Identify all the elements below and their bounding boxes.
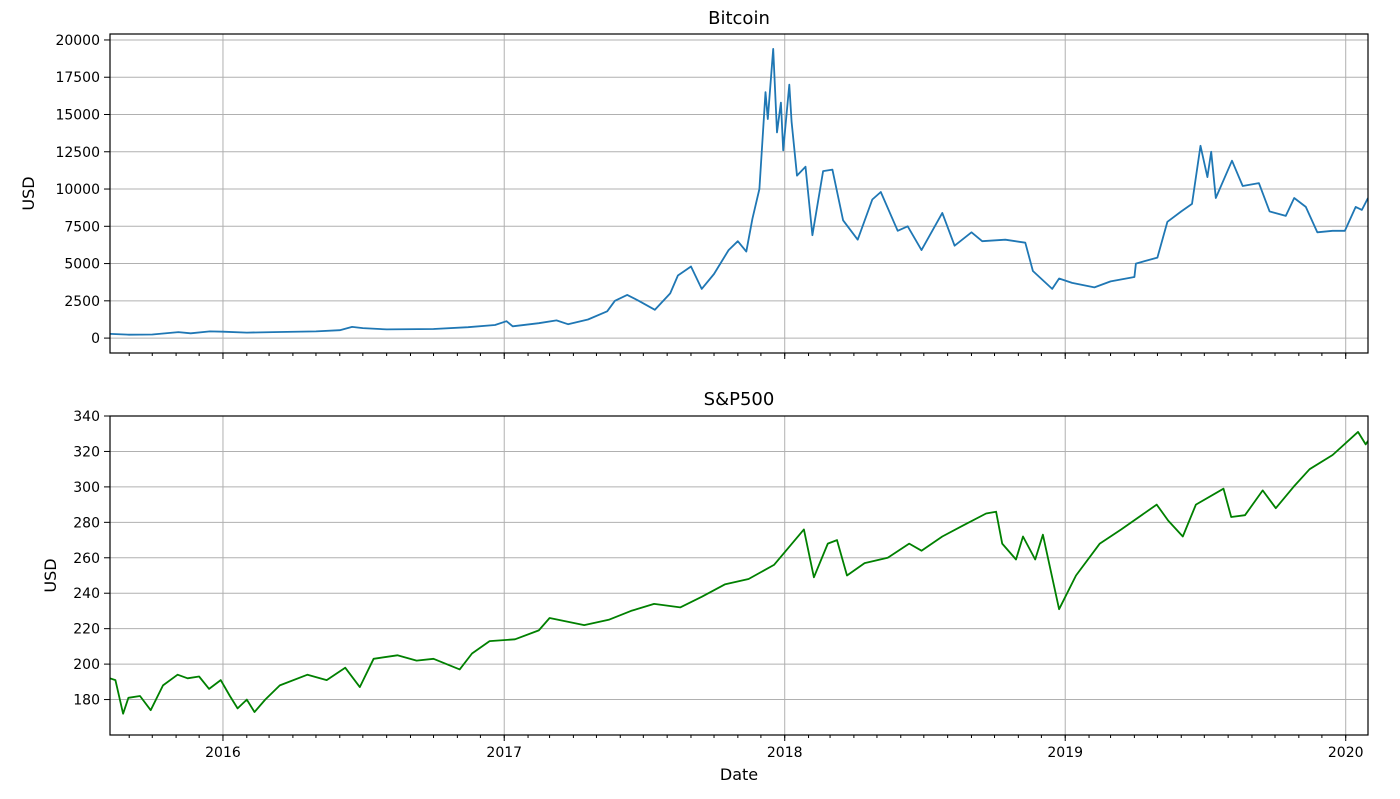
bitcoin-subplot: 0 2500 5000 7500 10000 12500 15000 17500 20000 Bi… xyxy=(19,8,1369,359)
sp500-y-tick-label: 340 xyxy=(73,409,100,425)
sp500-chart-title: S&P500 xyxy=(704,389,775,410)
bitcoin-y-tick-label: 5000 xyxy=(64,257,100,273)
sp500-y-tick-label: 260 xyxy=(73,551,100,567)
bitcoin-y-tick-label: 2500 xyxy=(64,294,100,310)
sp500-subplot: 2016 2017 2018 2019 2020 180 200 220 240 260 280 30… xyxy=(41,389,1369,784)
bitcoin-y-axis-label: USD xyxy=(19,176,38,210)
bitcoin-y-tick-label: 20000 xyxy=(55,33,100,49)
bitcoin-y-tick-label: 17500 xyxy=(55,70,100,86)
sp500-y-tick-label: 320 xyxy=(73,444,100,460)
sp500-series-line xyxy=(110,430,1368,715)
sp500-x-tick-label: 2019 xyxy=(1047,745,1083,761)
sp500-y-tick-label: 200 xyxy=(73,657,100,673)
sp500-y-axis-label: USD xyxy=(41,558,60,592)
bitcoin-y-tick-label: 10000 xyxy=(55,182,100,198)
bitcoin-chart-title: Bitcoin xyxy=(708,8,770,29)
sp500-y-tick-label: 300 xyxy=(73,480,100,496)
sp500-y-tick-label: 240 xyxy=(73,586,100,602)
sp500-y-tick-label: 280 xyxy=(73,515,100,531)
sp500-x-tick-label: 2017 xyxy=(486,745,522,761)
bitcoin-series-line xyxy=(110,48,1368,336)
bitcoin-y-tick-label: 0 xyxy=(91,331,100,347)
sp500-x-tick-label: 2020 xyxy=(1328,745,1364,761)
sp500-y-tick-label: 180 xyxy=(73,693,100,709)
bitcoin-y-tick-label: 12500 xyxy=(55,145,100,161)
sp500-x-axis-label: Date xyxy=(720,765,758,784)
sp500-x-tick-label: 2018 xyxy=(767,745,803,761)
bitcoin-axes-frame xyxy=(109,33,1369,354)
sp500-y-tick-label: 220 xyxy=(73,622,100,638)
bitcoin-y-tick-label: 7500 xyxy=(64,219,100,235)
bitcoin-y-tick-label: 15000 xyxy=(55,107,100,123)
sp500-x-tick-label: 2016 xyxy=(205,745,241,761)
sp500-axes-frame xyxy=(109,415,1369,736)
